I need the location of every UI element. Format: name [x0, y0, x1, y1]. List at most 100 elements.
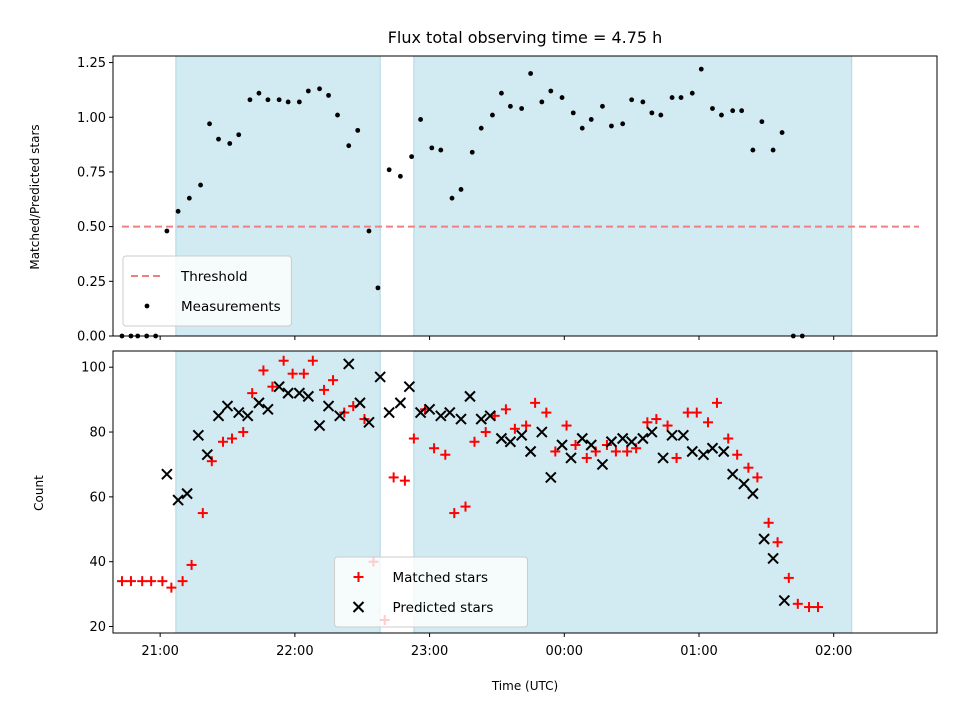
measurement-point [478, 125, 484, 131]
matched-star-point [298, 368, 309, 379]
predicted-x-b [253, 397, 265, 409]
measurement-point [397, 173, 403, 179]
matched-star-point [460, 501, 471, 512]
matched-star-point [763, 517, 774, 528]
legend: Matched stars Predicted stars [334, 556, 528, 628]
predicted-star-point [192, 429, 205, 441]
measurement-point [458, 187, 464, 192]
predicted-x-b [242, 410, 254, 422]
matched-star-point [550, 446, 561, 457]
measurement-point [750, 147, 756, 153]
matched-star-point [238, 427, 249, 438]
measurement-point [418, 117, 423, 122]
predicted-star-point [242, 410, 254, 422]
predicted-star-point [383, 406, 395, 419]
measurement-point [570, 110, 576, 116]
matched-star-point [247, 388, 258, 399]
y-tick-label: 60 [89, 490, 106, 505]
predicted-x-b [334, 410, 346, 422]
predicted-x-b [374, 371, 386, 383]
predicted-star-point [605, 436, 618, 448]
top-panel: 0.00 0.25 0.50 0.75 1.00 1.25 Threshold Measure… [77, 55, 938, 345]
predicted-star-point [616, 432, 629, 445]
matched-star-point [177, 576, 188, 587]
predicted-star-point [545, 471, 557, 484]
measurement-point [317, 86, 322, 92]
matched-star-point [287, 368, 298, 379]
predicted-star-point [233, 406, 245, 419]
predicted-star-point [262, 403, 274, 416]
predicted-x-b [706, 442, 719, 454]
predicted-x-b [475, 413, 487, 425]
measurement-point [759, 119, 765, 125]
matched-star-point [166, 582, 177, 593]
predicted-x-b [565, 452, 577, 464]
measurement-point [429, 145, 435, 151]
predicted-x-b [293, 387, 306, 399]
predicted-star-point [778, 594, 791, 607]
y-tick-label: 100 [81, 361, 106, 376]
matched-star-point [218, 436, 229, 447]
predicted-x-b [322, 400, 335, 412]
measurement-point [265, 97, 271, 103]
predicted-x-b [637, 432, 649, 445]
predicted-x-b [363, 416, 375, 429]
predicted-x-b [778, 594, 791, 607]
legend-label: Measurements [181, 299, 281, 315]
measurement-point [409, 154, 415, 160]
y-tick-label: 0.50 [77, 220, 106, 235]
predicted-star-point [161, 468, 173, 480]
predicted-x-b [515, 429, 528, 441]
predicted-star-point [657, 452, 669, 464]
predicted-x-b [302, 390, 315, 403]
predicted-star-point [313, 419, 326, 432]
predicted-star-point [666, 429, 678, 441]
predicted-x-b [657, 452, 669, 464]
predicted-x-b [726, 468, 739, 480]
predicted-x-b [717, 445, 730, 458]
predicted-star-point [596, 458, 609, 471]
matched-star-point [267, 381, 278, 392]
measurement-point [285, 99, 291, 105]
matched-star-point [226, 433, 237, 444]
predicted-star-point [524, 445, 537, 458]
matched-star-point [541, 407, 552, 418]
predicted-star-point [172, 494, 184, 506]
predicted-x-b [666, 429, 678, 441]
top-y-axis-label: Matched/Predicted stars [28, 124, 42, 269]
matched-star-point [691, 407, 702, 418]
predicted-x-b [545, 471, 557, 484]
matched-star-point [137, 576, 148, 587]
predicted-x-b [646, 426, 658, 438]
measurement-point [519, 106, 525, 111]
predicted-x-b [697, 449, 710, 461]
predicted-star-point [576, 432, 588, 445]
predicted-star-point [495, 432, 508, 445]
measurement-point [689, 90, 695, 96]
predicted-x-b [262, 403, 274, 416]
matched-star-point [570, 440, 581, 450]
matched-star-point [783, 572, 794, 583]
measurement-point [305, 88, 311, 94]
predicted-x-b [444, 406, 456, 419]
predicted-star-point [767, 552, 779, 565]
predicted-star-point [686, 445, 698, 458]
predicted-x-b [435, 410, 447, 422]
observing-window-2 [413, 56, 852, 336]
predicted-x-b [212, 410, 225, 422]
matched-star-point [671, 452, 682, 463]
predicted-star-point [282, 387, 294, 399]
measurement-point [164, 228, 170, 234]
predicted-x-b [403, 380, 416, 393]
predicted-star-point [394, 397, 407, 409]
predicted-x-b [596, 458, 609, 471]
measurement-point [175, 208, 181, 214]
matched-star-point [702, 417, 713, 428]
measurement-point [326, 92, 331, 98]
predicted-star-point [717, 445, 730, 458]
legend-label: Predicted stars [393, 600, 494, 616]
measurement-point [375, 285, 381, 291]
matched-star-point [752, 472, 763, 483]
predicted-x-b [233, 406, 245, 419]
matched-star-point [581, 452, 592, 463]
